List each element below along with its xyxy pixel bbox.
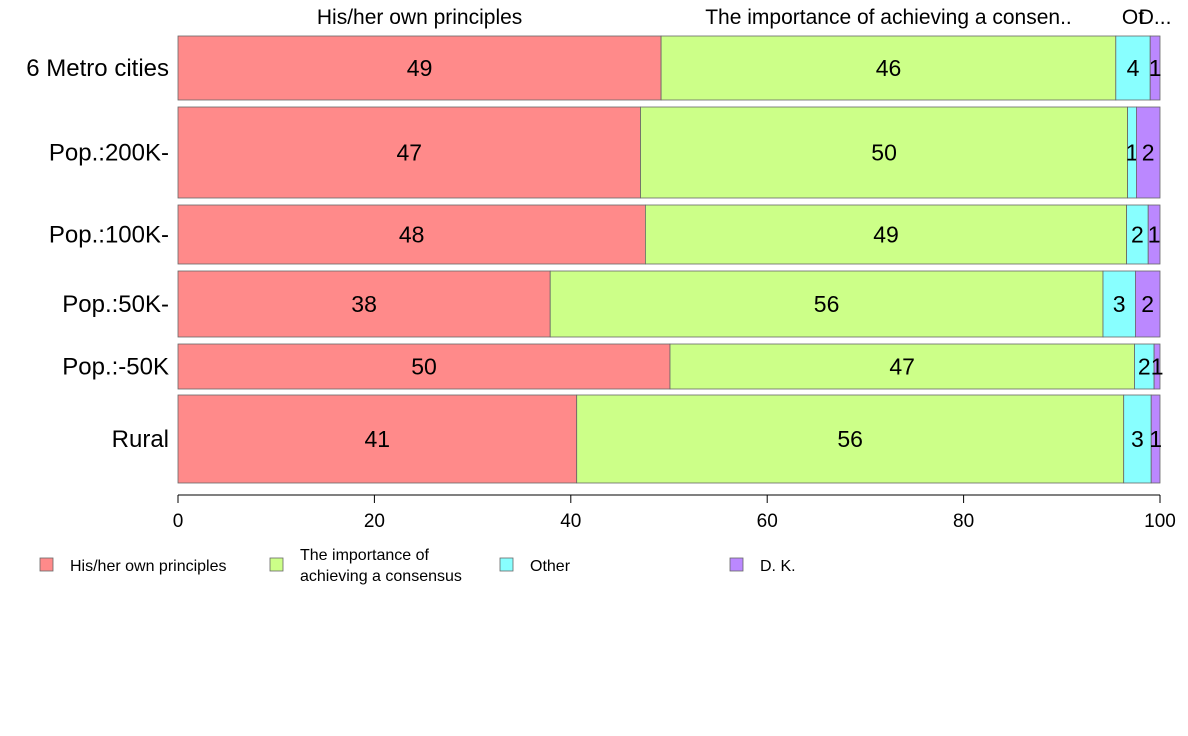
bar-segment-his-her-own-principles [177, 394, 578, 484]
bar-row-pop-100k: Pop.:100K- 48 49 2 1 [49, 204, 1161, 265]
legend-item-his-her-own-principles: His/her own principles [39, 557, 227, 575]
bar-row-pop-200k: Pop.:200K- 47 50 1 2 [49, 106, 1161, 199]
legend-swatch [729, 557, 744, 572]
data-label: 38 [351, 291, 377, 317]
legend-item-other: Other [499, 557, 571, 575]
bar-segment-other [1102, 270, 1136, 338]
bar-segment-d-k [1135, 270, 1161, 338]
data-label: 1 [1148, 222, 1161, 248]
data-label: 48 [399, 222, 425, 248]
column-header-2: The importance of achieving a consen.. [705, 6, 1072, 29]
legend-label: achieving a consensus [300, 568, 462, 585]
bar-row-pop-50k: Pop.:-50K 50 47 2 1 [62, 343, 1164, 390]
x-axis: 0 20 40 60 80 100 [173, 494, 1176, 532]
data-label: 47 [889, 354, 915, 380]
legend: His/her own principles The importance of a… [39, 547, 796, 585]
data-label: 3 [1131, 426, 1144, 452]
legend-swatch [39, 557, 54, 572]
bar-segment-the-importance-of-achieving-a-consensus [576, 394, 1125, 484]
legend-label: His/her own principles [70, 558, 227, 575]
x-tick-label: 60 [757, 511, 778, 532]
bar-segment-his-her-own-principles [177, 106, 641, 199]
legend-label: The importance of [300, 547, 430, 564]
data-label: 46 [876, 55, 902, 81]
bar-segment-the-importance-of-achieving-a-consensus [549, 270, 1104, 338]
data-label: 1 [1126, 140, 1139, 166]
category-label: 6 Metro cities [26, 55, 169, 82]
legend-swatch [499, 557, 514, 572]
x-tick-label: 80 [953, 511, 974, 532]
data-label: 2 [1131, 222, 1144, 248]
data-label: 1 [1149, 426, 1162, 452]
data-label: 3 [1113, 291, 1126, 317]
bar-segment-d-k [1149, 35, 1161, 101]
legend-item-the-importance-of-achieving-a-consensus: The importance of achieving a consensus [269, 547, 462, 585]
category-label: Pop.:50K- [62, 291, 169, 318]
data-label: 41 [365, 426, 391, 452]
column-header-1: His/her own principles [317, 6, 522, 29]
bar-segment-his-her-own-principles [177, 270, 551, 338]
column-header-4: D... [1139, 6, 1172, 29]
bar-segment-the-importance-of-achieving-a-consensus [640, 106, 1129, 199]
data-label: 2 [1141, 291, 1154, 317]
bar-segment-the-importance-of-achieving-a-consensus [660, 35, 1117, 101]
bar-row-6-metro-cities: 6 Metro cities 49 46 4 1 [26, 35, 1162, 101]
bar-segment-his-her-own-principles [177, 343, 671, 390]
data-label: 1 [1151, 354, 1164, 380]
bar-row-rural: Rural 41 56 3 1 [112, 394, 1162, 484]
bar-row-pop-50k: Pop.:50K- 38 56 3 2 [62, 270, 1161, 338]
category-label: Pop.:200K- [49, 140, 169, 167]
data-label: 2 [1142, 140, 1155, 166]
data-label: 2 [1138, 354, 1151, 380]
bar-segment-d-k [1147, 204, 1161, 265]
bar-segment-d-k [1153, 343, 1161, 390]
bar-segment-the-importance-of-achieving-a-consensus [645, 204, 1128, 265]
x-tick-label: 100 [1144, 511, 1176, 532]
bar-segment-the-importance-of-achieving-a-consensus [669, 343, 1135, 390]
bar-segment-his-her-own-principles [177, 204, 646, 265]
data-label: 56 [837, 426, 863, 452]
column-headers: His/her own principles The importance of … [317, 6, 1172, 29]
legend-label: D. K. [760, 558, 796, 575]
data-label: 4 [1127, 55, 1140, 81]
category-label: Pop.:100K- [49, 222, 169, 249]
bar-segment-d-k [1150, 394, 1161, 484]
data-label: 50 [411, 354, 437, 380]
data-label: 47 [397, 140, 423, 166]
legend-item-d-k: D. K. [729, 557, 796, 575]
data-label: 56 [814, 291, 840, 317]
legend-swatch [269, 557, 284, 572]
data-label: 50 [871, 140, 897, 166]
data-label: 49 [873, 222, 899, 248]
category-label: Rural [112, 426, 169, 453]
x-tick-label: 40 [560, 511, 581, 532]
legend-label: Other [530, 558, 571, 575]
data-label: 49 [407, 55, 433, 81]
bar-segment-d-k [1136, 106, 1161, 199]
x-tick-label: 20 [364, 511, 385, 532]
x-tick-label: 0 [173, 511, 184, 532]
data-label: 1 [1149, 55, 1162, 81]
column-header-3: Ot [1122, 6, 1144, 29]
category-label: Pop.:-50K [62, 354, 169, 381]
